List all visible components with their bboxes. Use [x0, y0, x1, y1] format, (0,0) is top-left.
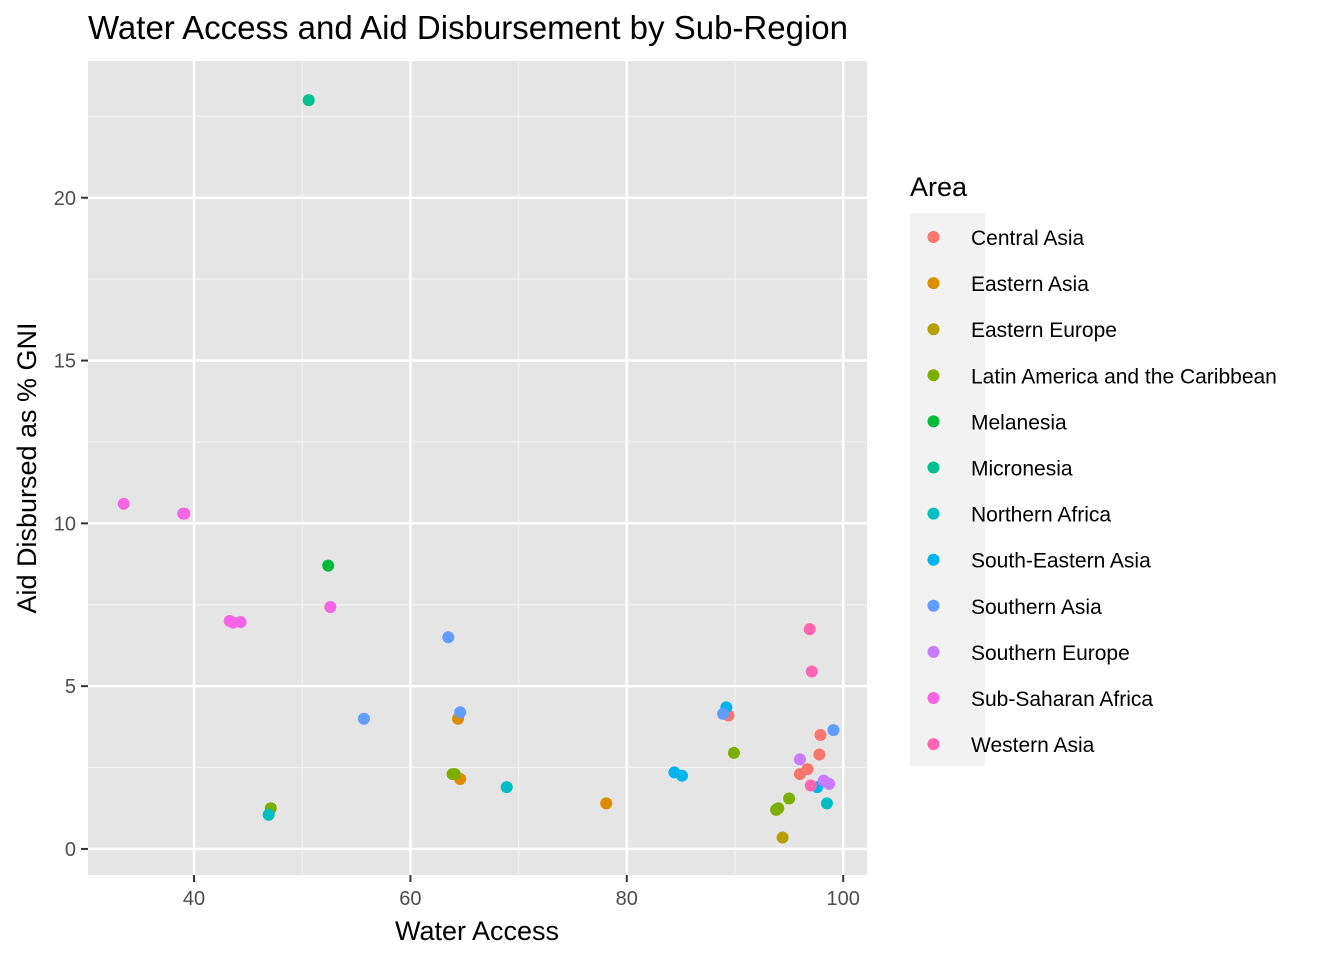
- x-tick-label: 40: [183, 888, 205, 910]
- legend-label: South-Eastern Asia: [971, 550, 1151, 573]
- x-axis: 40 60 80 100: [183, 875, 860, 910]
- data-point: [117, 497, 130, 510]
- data-point: [803, 623, 816, 636]
- data-point: [448, 768, 461, 781]
- legend-key: [927, 323, 940, 336]
- legend-label: Western Asia: [971, 734, 1095, 757]
- legend-label: Latin America and the Caribbean: [971, 365, 1277, 388]
- legend-label: Southern Europe: [971, 642, 1130, 665]
- legend-key: [927, 599, 940, 612]
- x-axis-title: Water Access: [395, 916, 559, 946]
- data-point: [454, 706, 467, 719]
- data-point: [262, 808, 275, 821]
- legend-key: [927, 461, 940, 474]
- data-point: [820, 797, 833, 810]
- legend: Area Central Asia Eastern Asia Eastern Eur…: [910, 172, 1277, 766]
- y-tick-label: 10: [54, 513, 76, 535]
- data-point: [600, 797, 613, 810]
- data-point: [727, 746, 740, 759]
- legend-key: [927, 645, 940, 658]
- y-tick-label: 0: [65, 839, 76, 861]
- legend-key: [927, 507, 940, 520]
- legend-key: [927, 415, 940, 428]
- y-tick-label: 15: [54, 351, 76, 373]
- data-point: [772, 802, 785, 815]
- legend-key: [927, 277, 940, 290]
- data-point: [776, 831, 789, 844]
- y-axis-title: Aid Disbursed as % GNI: [12, 322, 42, 613]
- data-point: [178, 507, 191, 520]
- major-gridlines: [88, 61, 867, 875]
- data-point: [783, 792, 796, 805]
- data-point: [234, 616, 247, 629]
- x-tick-label: 80: [616, 888, 638, 910]
- data-point: [302, 94, 315, 107]
- data-point: [793, 753, 806, 766]
- data-point: [324, 601, 337, 614]
- legend-key: [927, 369, 940, 382]
- y-axis: 0 5 10 15 20: [54, 188, 88, 861]
- data-point: [823, 777, 836, 790]
- data-point: [814, 728, 827, 741]
- data-points: [117, 94, 840, 844]
- legend-key: [927, 692, 940, 704]
- x-tick-label: 60: [399, 888, 421, 910]
- chart-title: Water Access and Aid Disbursement by Sub…: [88, 9, 848, 46]
- legend-key: [927, 231, 940, 243]
- data-point: [717, 707, 730, 720]
- legend-label: Eastern Asia: [971, 273, 1089, 296]
- data-point: [500, 781, 513, 794]
- y-tick-label: 20: [54, 188, 76, 210]
- legend-label: Central Asia: [971, 227, 1085, 250]
- data-point: [322, 559, 335, 572]
- data-point: [357, 712, 370, 725]
- legend-label: Eastern Europe: [971, 319, 1117, 342]
- legend-label: Southern Asia: [971, 596, 1102, 619]
- legend-title: Area: [910, 172, 968, 202]
- data-point: [827, 724, 840, 737]
- legend-label: Micronesia: [971, 458, 1073, 481]
- legend-items: Central Asia Eastern Asia Eastern Europe La…: [927, 227, 1277, 757]
- data-point: [793, 768, 806, 781]
- data-point: [813, 748, 826, 761]
- legend-label: Northern Africa: [971, 504, 1111, 527]
- data-point: [675, 769, 688, 782]
- legend-key: [927, 738, 940, 751]
- y-tick-label: 5: [65, 676, 76, 698]
- data-point: [442, 631, 455, 644]
- plot-panel: [88, 61, 867, 875]
- x-tick-label: 100: [827, 888, 860, 910]
- legend-key-background: [910, 213, 985, 766]
- legend-label: Melanesia: [971, 411, 1067, 434]
- data-point: [804, 779, 817, 792]
- legend-label: Sub-Saharan Africa: [971, 688, 1153, 711]
- legend-key: [927, 553, 940, 566]
- data-point: [805, 665, 818, 678]
